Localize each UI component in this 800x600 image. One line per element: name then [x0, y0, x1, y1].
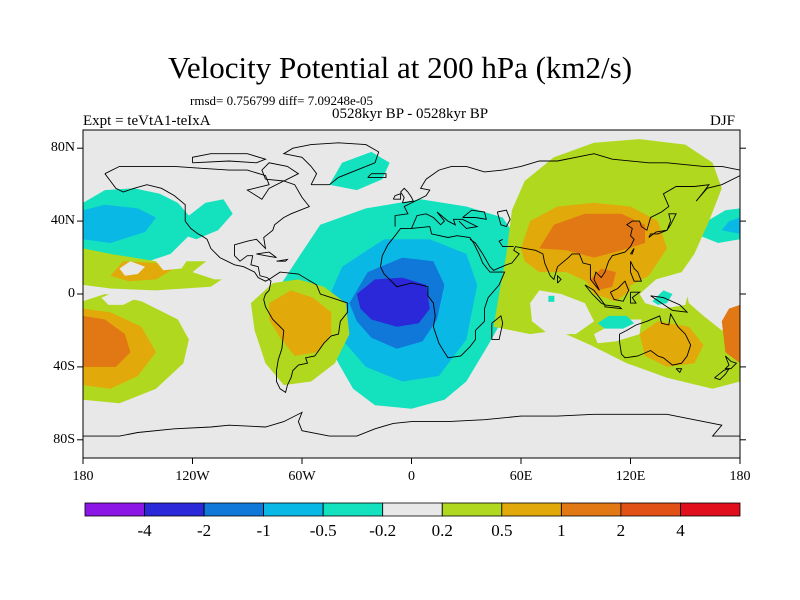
ne-pacific-light [156, 253, 189, 271]
x-tick-label: 60W [288, 469, 316, 484]
black-sea [462, 209, 487, 220]
indian-light [530, 290, 594, 335]
greenland-coast [282, 142, 380, 186]
colorbar-label: 2 [616, 521, 626, 540]
taiwan-coast [630, 248, 635, 255]
new-zealand-coast [724, 355, 738, 370]
colorbar-box [382, 502, 443, 517]
date-line-positive-high [721, 304, 740, 364]
colorbar-label: 1 [557, 521, 566, 540]
java-coast [604, 304, 623, 310]
canadian-islands [192, 153, 267, 164]
maritime-negative-core [597, 315, 635, 329]
experiment-label: Expt = teVtA1-teIxA [83, 113, 211, 129]
sri-lanka-coast [557, 274, 562, 284]
chart-title: Velocity Potential at 200 hPa (km2/s) [167, 50, 633, 85]
south-pacific-positive-high [83, 315, 131, 367]
japan-coast [648, 213, 677, 238]
colorbar-label: -0.5 [309, 521, 337, 540]
season-label: DJF [710, 113, 736, 129]
gulf-light [192, 250, 266, 280]
north-atlantic-negative [329, 151, 390, 191]
y-tick-label: 40N [50, 213, 75, 229]
atlantic-negative-core [356, 277, 430, 327]
caspian-sea [496, 209, 511, 228]
tasmania-coast [675, 368, 683, 374]
sulawesi-coast [630, 291, 641, 304]
colorbar-label: -0.2 [369, 521, 397, 540]
contour-field [83, 139, 740, 409]
colorbar-label: -2 [196, 521, 212, 540]
colorbar-box [203, 502, 265, 517]
med-north-coast [411, 211, 479, 229]
y-tick-label: 40S [53, 358, 75, 374]
new-zealand-south [714, 367, 731, 381]
asia-positive-high [539, 213, 646, 258]
x-tick-label: 0 [408, 469, 415, 484]
africa-coast [380, 226, 506, 359]
new-guinea-coast [650, 295, 689, 313]
north-pacific-negative-mid [83, 204, 156, 243]
colorbar-label: 0.2 [431, 521, 453, 540]
far-east-negative [699, 208, 740, 243]
colorbar-label: -4 [137, 521, 152, 540]
europe-asia-coast [394, 153, 740, 227]
colorbar-label: 0.5 [491, 521, 513, 540]
y-tick-label: 0 [68, 286, 75, 301]
baffin-island [261, 162, 300, 182]
x-tick-label: 60E [509, 469, 533, 484]
small-negative-cell [548, 295, 555, 302]
x-tick-label: 180 [729, 469, 751, 484]
madagascar-coast [491, 315, 504, 341]
x-tick-label: 180 [72, 469, 94, 484]
colorbar-label: 4 [676, 521, 685, 540]
colorbar-box [441, 502, 503, 517]
stats-label: rmsd= 0.756799 diff= 7.09248e-05 [190, 93, 374, 108]
east-asia-coast [469, 175, 740, 291]
philippines-coast [630, 261, 643, 282]
coastlines [83, 142, 740, 437]
colorbar-box [501, 502, 562, 517]
far-east-negative-mid [721, 217, 740, 234]
axis-ticks [77, 147, 746, 464]
colorbar-box [322, 502, 384, 517]
pacific-light-patch [119, 261, 146, 276]
south-america-coast [263, 271, 349, 394]
gulf-coast [498, 238, 514, 248]
northeast-pacific-negative [174, 199, 233, 240]
colorbar-box [144, 502, 205, 517]
colorbar-box [84, 502, 145, 517]
colorbar-box [620, 502, 681, 517]
y-tick-label: 80N [50, 140, 75, 156]
period-label: 0528kyr BP - 0528kyr BP [331, 106, 489, 122]
cuba-coast [256, 251, 277, 259]
west-pacific-light [639, 272, 689, 309]
hispaniola-coast [276, 258, 289, 262]
south-america-positive-mid [269, 290, 332, 356]
colorbar-label: -1 [256, 521, 271, 540]
east-pacific-light-cell [101, 290, 138, 305]
australia-coast [619, 312, 692, 366]
sumatra-coast [584, 284, 606, 306]
colorbar-box [561, 502, 622, 517]
x-tick-label: 120W [175, 469, 210, 484]
x-tick-label: 120E [615, 469, 646, 484]
uk-coast [400, 187, 414, 204]
ireland-coast [392, 193, 402, 200]
antarctica-coast [83, 411, 740, 437]
colorbar-box [680, 502, 741, 517]
borneo-coast [609, 280, 630, 302]
y-tick-label: 80S [53, 431, 75, 447]
north-america-coast [104, 165, 311, 282]
colorbar [84, 502, 741, 517]
colorbar-box [263, 502, 324, 517]
iceland-coast [367, 173, 387, 178]
